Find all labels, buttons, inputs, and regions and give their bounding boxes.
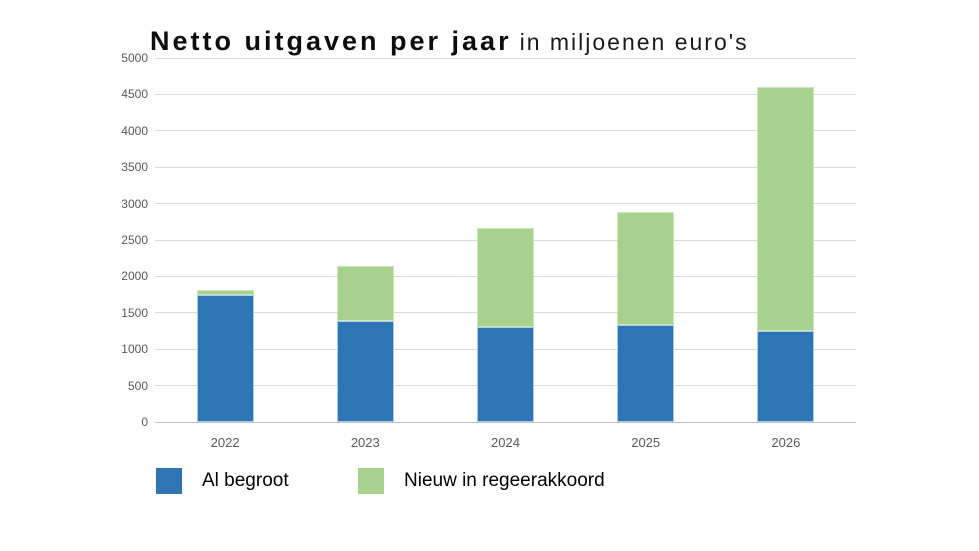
chart-title-subtitle: in miljoenen euro's (519, 29, 749, 55)
plot-area (155, 57, 856, 423)
legend-item-nieuw-in-regeerakkoord: Nieuw in regeerakkoord (358, 468, 605, 494)
y-axis-tick-label: 1500 (121, 305, 148, 320)
x-axis-category-label-2023: 2023 (350, 435, 380, 450)
bar-segment-nieuw-in-regeerakkoord-2026 (757, 87, 815, 331)
gridline (155, 93, 856, 95)
legend-swatch (358, 468, 384, 494)
gridline (155, 166, 856, 168)
legend-label: Al begroot (202, 470, 289, 491)
y-axis-tick-label: 4000 (121, 123, 148, 138)
y-axis-tick-label: 2000 (121, 269, 148, 284)
x-axis-category-label-2024: 2024 (491, 435, 520, 450)
bar-segment-nieuw-in-regeerakkoord-2024 (477, 227, 534, 327)
chart-title-main: Netto uitgaven per jaar (150, 26, 512, 56)
x-axis-zero-line (155, 421, 856, 423)
bar-segment-al-begroot-2022 (196, 294, 254, 422)
x-axis-category-labels: 2022 2023 2024 2025 2026 (155, 434, 856, 452)
x-axis-category-label-2026: 2026 (771, 435, 801, 450)
y-axis-tick-label: 1000 (121, 342, 148, 357)
bar-segment-nieuw-in-regeerakkoord-2023 (336, 265, 394, 321)
legend-label: Nieuw in regeerakkoord (404, 470, 605, 491)
gridline (155, 130, 856, 132)
x-axis-category-label-2022: 2022 (210, 435, 240, 450)
y-axis-tick-label: 4500 (121, 87, 148, 102)
bar-segment-al-begroot-2023 (336, 320, 394, 422)
y-axis-tick-labels: 0 500 1000 1500 2000 2500 3000 3500 4000 4500 5000 (0, 51, 148, 429)
y-axis-tick-label: 5000 (121, 51, 148, 65)
bar-segment-al-begroot-2025 (617, 325, 675, 422)
y-axis-tick-label: 3000 (121, 196, 148, 211)
legend-item-al-begroot: Al begroot (156, 468, 289, 494)
gridline (155, 203, 856, 205)
gridline (155, 57, 856, 59)
y-axis-tick-label: 3500 (121, 160, 148, 175)
legend-swatch (156, 468, 182, 494)
bar-segment-nieuw-in-regeerakkoord-2025 (617, 212, 675, 326)
x-axis-category-label-2025: 2025 (631, 435, 661, 450)
y-axis-tick-label: 0 (141, 415, 148, 429)
bar-segment-nieuw-in-regeerakkoord-2022 (196, 289, 254, 295)
y-axis-tick-label: 2500 (121, 233, 148, 247)
bar-segment-al-begroot-2024 (477, 326, 534, 422)
chart-title: Netto uitgaven per jaar in miljoenen euro… (150, 26, 749, 57)
y-axis-tick-label: 500 (127, 378, 148, 393)
bar-segment-al-begroot-2026 (757, 331, 815, 422)
